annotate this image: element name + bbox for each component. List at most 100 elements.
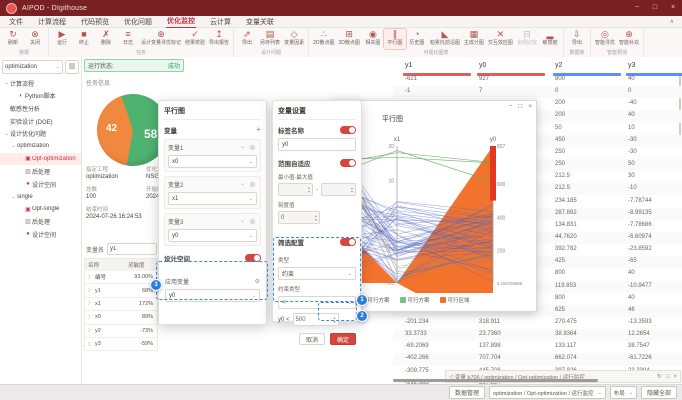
table-cell[interactable]: 7 <box>479 88 483 95</box>
table-cell[interactable]: -292.683 <box>405 379 429 386</box>
vertical-scrollbar[interactable] <box>678 76 681 138</box>
table-cell[interactable]: 40 <box>628 76 635 82</box>
expand-icon[interactable]: 〉 <box>88 328 94 335</box>
expand-icon[interactable]: 〉 <box>88 288 94 295</box>
collapse-left-icon[interactable]: ◁ <box>449 373 453 380</box>
table-cell[interactable]: 134.831 <box>555 221 577 228</box>
table-cell[interactable]: 287.892 <box>555 209 577 216</box>
table-cell[interactable]: 800 <box>555 76 566 82</box>
ribbon-button-导出[interactable]: ⇗ 导出 <box>236 29 258 49</box>
table-cell[interactable]: 50 <box>555 124 562 131</box>
maximize-icon[interactable]: □ <box>652 4 658 11</box>
table-cell[interactable]: 137.898 <box>479 343 501 350</box>
sidebar-item-Opt-single[interactable]: ▣ Opt-single <box>0 203 81 216</box>
table-cell[interactable]: 38.9364 <box>555 331 577 338</box>
table-cell[interactable]: 927 <box>479 76 490 82</box>
gear-icon[interactable]: ⚙ <box>254 279 260 285</box>
table-cell[interactable]: -7.78686 <box>628 221 652 228</box>
minimize-icon[interactable]: − <box>634 4 640 11</box>
ribbon-button-帕累托前沿图[interactable]: ◣ 帕累托前沿图 <box>428 29 462 49</box>
refresh-icon[interactable]: ↻ <box>656 374 662 380</box>
variable-select[interactable]: x1 ⌄ <box>168 192 257 205</box>
ribbon-button-2D散点图[interactable]: ∴ 2D散点图 <box>311 29 336 49</box>
ribbon-button-相关图[interactable]: ◉ 相关图 <box>362 29 384 49</box>
add-variable-icon[interactable]: + <box>256 125 261 134</box>
table-cell[interactable]: -40 <box>628 100 637 107</box>
ribbon-button-另存列表[interactable]: ▤ 另存列表 <box>258 29 282 49</box>
table-cell[interactable]: -69.2069 <box>405 343 429 350</box>
remove-and-eye-icons[interactable]: − ◎ <box>240 182 257 188</box>
table-cell[interactable]: -13.3593 <box>628 319 652 325</box>
data-manage-button[interactable]: 数据管理 <box>448 386 485 399</box>
table-cell[interactable]: 46 <box>628 306 635 313</box>
type-select[interactable]: 约束 ⌄ <box>278 267 356 280</box>
project-select[interactable]: optimization ⌄ <box>2 60 63 74</box>
horizontal-scrollbar[interactable] <box>393 379 598 382</box>
expand-icon[interactable]: 〉 <box>88 341 94 348</box>
column-header-y1[interactable]: y1 <box>405 62 413 69</box>
table-cell[interactable]: -309.775 <box>405 367 429 374</box>
menu-item-变量关联[interactable]: 变量关联 <box>246 18 274 26</box>
sensitivity-row-y2[interactable]: 〉 y2 -73% <box>85 325 157 338</box>
chart-close-icon[interactable]: × <box>528 103 532 110</box>
remove-and-eye-icons[interactable]: − ◎ <box>240 145 257 151</box>
table-cell[interactable]: 800 <box>555 270 566 277</box>
sidebar-item-设计空间[interactable]: ● 设计空间 <box>0 228 81 241</box>
ribbon-button-终止[interactable]: ■ 终止 <box>73 29 95 49</box>
table-cell[interactable]: 38.7547 <box>628 343 650 350</box>
table-cell[interactable]: -23.8592 <box>628 246 652 253</box>
sidebar-item-Opt-optimization[interactable]: ▣ Opt-optimization <box>0 152 81 166</box>
apply-var-select[interactable]: y0 ⌄ <box>165 289 260 302</box>
design-space-toggle[interactable] <box>245 254 261 262</box>
ribbon-button-运行[interactable]: ▶ 运行 <box>51 29 73 49</box>
remove-and-eye-icons[interactable]: − ◎ <box>240 219 257 225</box>
layout-select[interactable]: 布局 ⌄ <box>609 386 637 399</box>
ribbon-button-设计变量寻优标记[interactable]: ⊕ 设计变量寻优标记 <box>139 29 183 49</box>
table-cell[interactable]: -30 <box>628 148 637 155</box>
table-cell[interactable]: -10 <box>628 185 637 192</box>
label-name-toggle[interactable] <box>340 126 356 134</box>
popout-icon[interactable]: □ <box>665 373 670 380</box>
menu-item-计算流程[interactable]: 计算流程 <box>38 18 66 26</box>
table-cell[interactable]: 234.185 <box>555 197 577 204</box>
filter-config-toggle[interactable] <box>340 238 356 246</box>
sidebar-item-敏感性分析[interactable]: 敏感性分析 <box>0 102 81 115</box>
sidebar-item-后处理[interactable]: ▨ 后处理 <box>0 216 81 229</box>
sidebar-item-后处理[interactable]: ▨ 后处理 <box>0 165 81 178</box>
table-cell[interactable]: 12.2654 <box>628 331 650 338</box>
table-cell[interactable]: 318.911 <box>479 319 501 325</box>
table-cell[interactable]: -30 <box>628 136 637 143</box>
menu-item-云计算[interactable]: 云计算 <box>210 18 231 26</box>
table-cell[interactable]: 212.5 <box>555 185 571 192</box>
table-cell[interactable]: 425 <box>555 258 566 265</box>
ribbon-button-删除[interactable]: ✗ 删除 <box>95 29 117 49</box>
ribbon-button-敏感度[interactable]: ▂ 敏感度 <box>539 29 561 49</box>
legend-item-可行方案[interactable]: 可行方案 <box>399 296 430 304</box>
table-cell[interactable]: -10.9477 <box>628 282 652 289</box>
expand-icon[interactable]: 〉 <box>88 274 94 281</box>
scale-spinner[interactable]: 0 ▴ ▾ <box>278 211 320 224</box>
table-cell[interactable]: -7.78744 <box>628 197 652 204</box>
table-cell[interactable]: -201.234 <box>405 319 429 325</box>
table-cell[interactable]: 270.475 <box>555 319 577 325</box>
ribbon-button-智能补充[interactable]: ⊕ 智能补充 <box>617 29 641 49</box>
sensitivity-row-y1[interactable]: 〉 y1 68% <box>85 284 157 298</box>
cancel-button[interactable]: 取消 <box>298 333 325 345</box>
menu-item-优化问题[interactable]: 优化问题 <box>124 18 152 26</box>
menu-item-代码预览[interactable]: 代码预览 <box>81 18 109 26</box>
table-cell[interactable]: 30 <box>628 173 635 180</box>
table-cell[interactable]: 40 <box>628 112 635 119</box>
range-auto-toggle[interactable] <box>340 159 356 167</box>
legend-item-可行区域[interactable]: 可行区域 <box>439 296 470 304</box>
constraint-type-select[interactable]: < ⌄ <box>278 296 356 309</box>
variable-select[interactable]: y0 ⌄ <box>168 229 257 242</box>
table-cell[interactable]: 212.5 <box>555 173 571 180</box>
context-select[interactable]: optimization / Opt-optimization / 运行监控 ⌄ <box>489 386 606 399</box>
constraint-value-input[interactable]: 500 ▴ ▾ <box>292 313 339 326</box>
expand-icon[interactable]: 〉 <box>88 314 94 321</box>
table-cell[interactable]: 10 <box>628 124 635 131</box>
chart-minimize-icon[interactable]: − <box>508 103 513 110</box>
ribbon-button-导出报告[interactable]: ↥ 导出报告 <box>207 29 231 49</box>
table-cell[interactable]: 625 <box>555 306 566 313</box>
chart-maximize-icon[interactable]: □ <box>518 103 523 110</box>
